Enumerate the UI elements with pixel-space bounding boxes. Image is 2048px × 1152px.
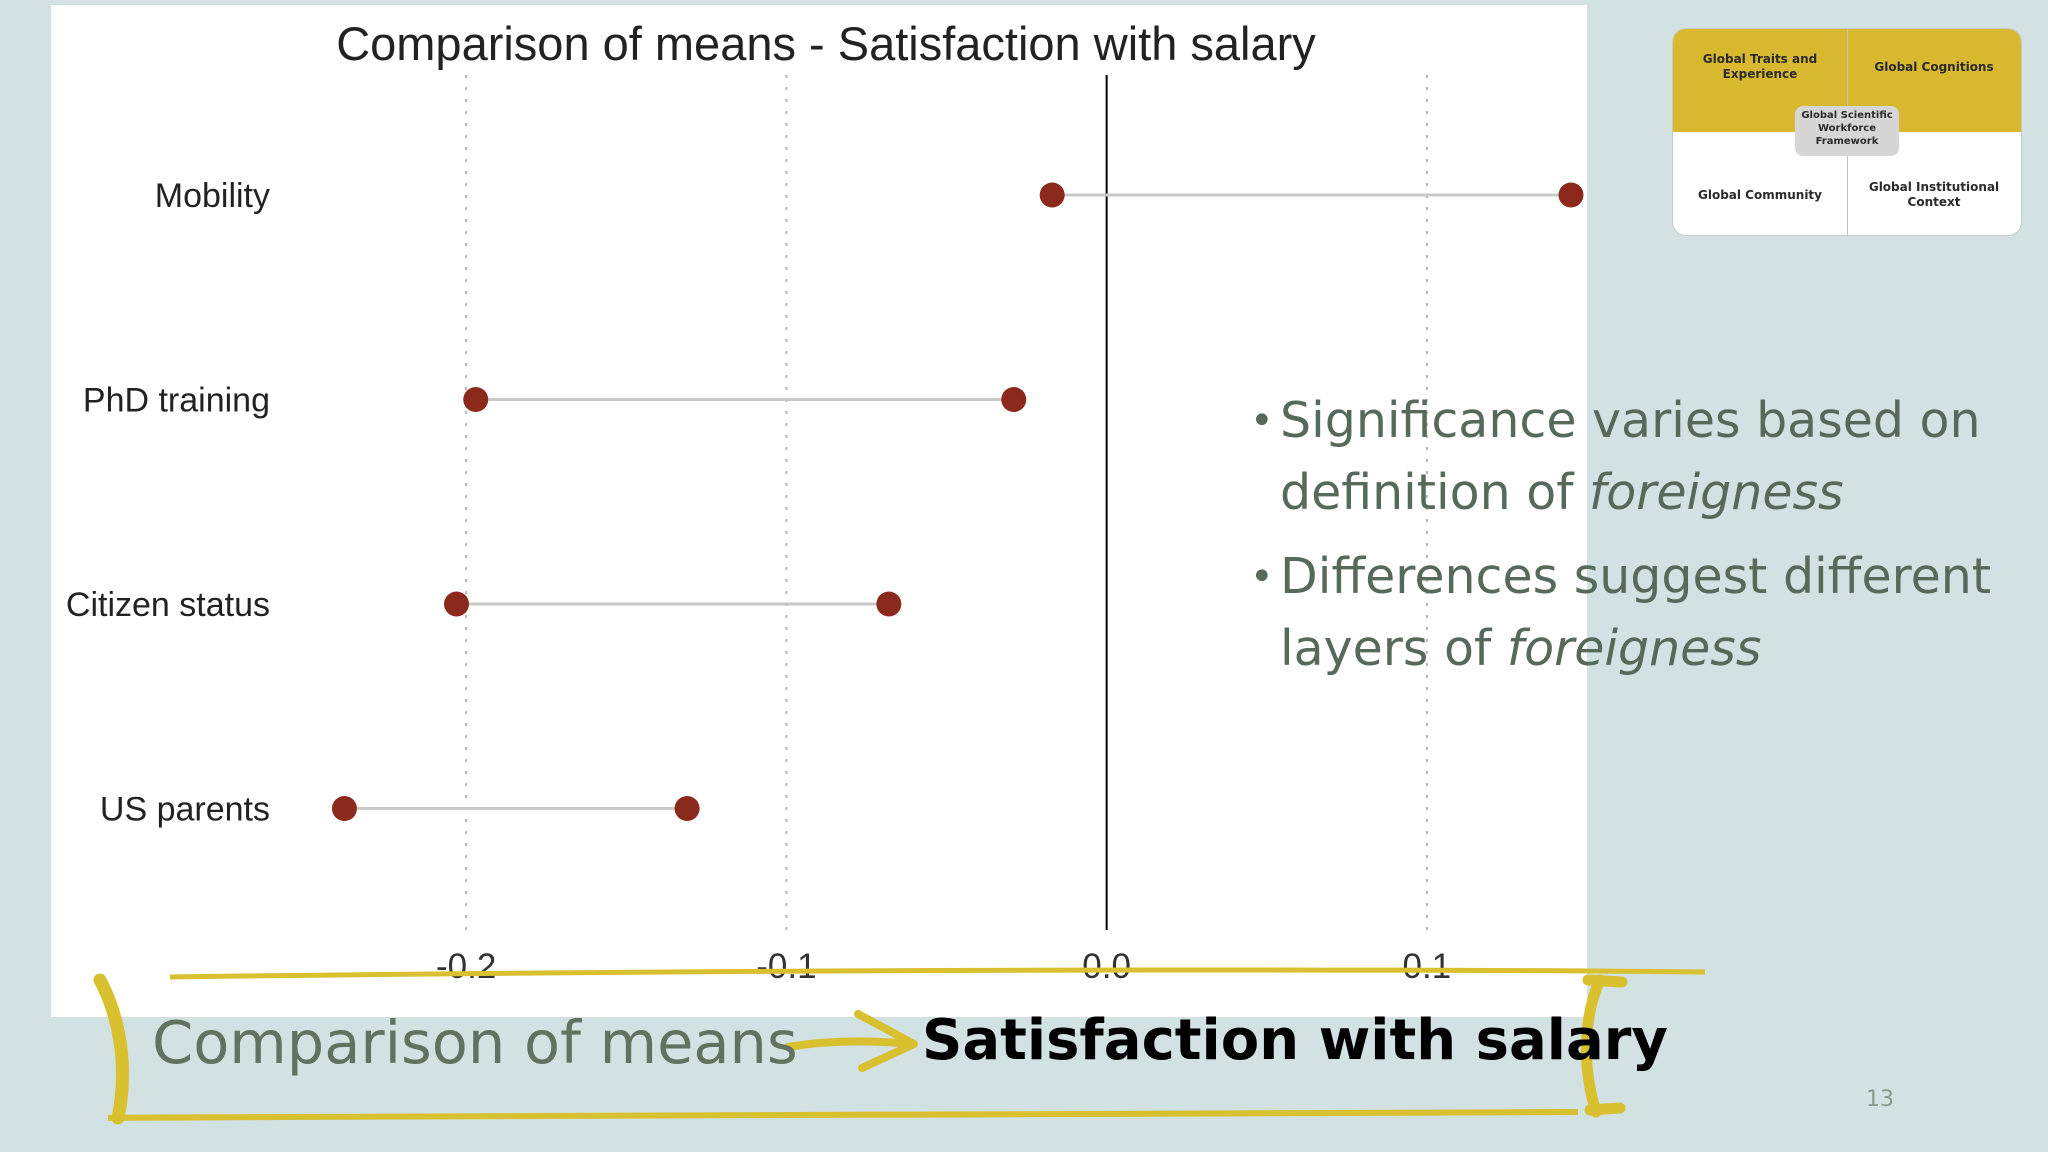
chart-panel: Comparison of means - Satisfaction with … bbox=[51, 5, 1587, 1017]
category-label: US parents bbox=[100, 791, 270, 829]
x-tick-label: -0.2 bbox=[436, 947, 496, 986]
low-point bbox=[463, 387, 489, 412]
x-axis-ticks: -0.2 -0.1 0.0 0.1 bbox=[436, 947, 1451, 986]
series-layer bbox=[331, 182, 1584, 821]
footer-left-text: Comparison of means bbox=[152, 1008, 798, 1077]
framework-center: Global Scientific Workforce Framework bbox=[1795, 106, 1899, 156]
framework-top-left: Global Traits and Experience bbox=[1702, 52, 1818, 81]
x-tick-label: 0.1 bbox=[1403, 947, 1452, 986]
high-point bbox=[1001, 387, 1027, 412]
dumbbell-chart: Comparison of means - Satisfaction with … bbox=[66, 17, 1584, 986]
bullet-item: • Significance varies based on definitio… bbox=[1250, 385, 2010, 529]
low-point bbox=[331, 796, 357, 821]
framework-bottom-right: Global Institutional Context bbox=[1868, 180, 2000, 209]
bullet-list: • Significance varies based on definitio… bbox=[1250, 385, 2010, 697]
bullet-text: Significance varies based on definition … bbox=[1280, 392, 1981, 521]
arrow-icon bbox=[784, 1010, 918, 1072]
low-point bbox=[1039, 182, 1065, 208]
bullet-dot-icon: • bbox=[1250, 554, 1274, 600]
low-point bbox=[444, 591, 470, 617]
category-labels: Mobility PhD training Citizen status US par… bbox=[66, 177, 270, 829]
slide-number: 13 bbox=[1866, 1087, 1894, 1112]
bullet-dot-icon: • bbox=[1250, 398, 1274, 444]
category-label: Mobility bbox=[155, 177, 270, 215]
x-tick-label: -0.1 bbox=[756, 947, 816, 986]
high-point bbox=[876, 591, 902, 617]
bullet-item: • Differences suggest different layers o… bbox=[1250, 541, 2010, 685]
x-tick-label: 0.0 bbox=[1082, 947, 1131, 986]
chart-title: Comparison of means - Satisfaction with … bbox=[336, 17, 1316, 70]
bullet-emphasis: foreigness bbox=[1589, 464, 1844, 521]
footer-right-text: Satisfaction with salary bbox=[922, 1008, 1668, 1073]
high-point bbox=[674, 796, 700, 821]
framework-top-right: Global Cognitions bbox=[1874, 60, 1994, 74]
framework-bottom-left: Global Community bbox=[1697, 188, 1822, 202]
framework-diagram: Global Traits and Experience Global Cogn… bbox=[1672, 28, 2022, 236]
bullet-emphasis: foreigness bbox=[1506, 620, 1762, 677]
category-label: PhD training bbox=[83, 382, 270, 420]
bullet-text: Differences suggest different layers of bbox=[1280, 548, 1992, 677]
high-point bbox=[1558, 182, 1584, 208]
highlight-bottom-line bbox=[107, 1108, 1579, 1121]
category-label: Citizen status bbox=[66, 586, 270, 624]
